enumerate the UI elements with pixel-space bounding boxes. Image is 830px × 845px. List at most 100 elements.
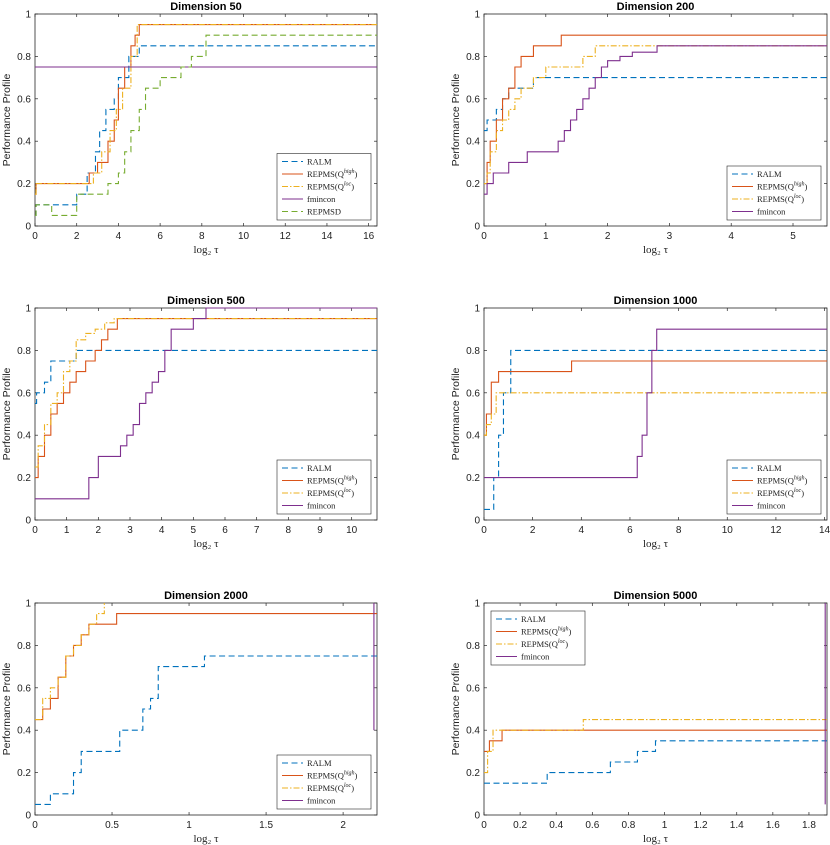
legend-entry: REPMS(Qloc): [757, 488, 804, 498]
chart-panel-3: 0 2 4 6 8 10 12 14 0 0.2 0.4 0.6 0.8 1 Dimension 1000 l…: [450, 295, 830, 550]
chart-title: Dimension 50: [170, 1, 242, 13]
legend-entry-label: RALM: [757, 169, 782, 179]
legend-entry-paren: ): [805, 476, 808, 486]
y-tick-label: 0.4: [466, 137, 480, 148]
x-tick-label: 14: [819, 525, 830, 536]
y-tick-label: 0.4: [466, 431, 480, 442]
x-tick-label: 0.5: [105, 820, 119, 831]
x-axis-label: log₂ τ: [193, 833, 219, 845]
series-line-ralm: [484, 740, 827, 784]
x-tick-label: 4: [159, 525, 165, 536]
legend-entry-superscript: loc: [344, 783, 352, 789]
x-tick-label: 0: [32, 820, 38, 831]
legend-entry-label: REPMS(Q: [307, 476, 344, 486]
y-tick-label: 0.2: [17, 179, 31, 190]
y-tick-label: 0.6: [466, 683, 480, 694]
y-tick-label: 0.4: [17, 726, 31, 737]
x-tick-label: 10: [238, 231, 250, 242]
legend-entry: fmincon: [521, 652, 550, 662]
y-tick-label: 0: [25, 811, 31, 822]
y-tick-label: 1: [474, 304, 480, 315]
legend-entry: REPMS(Qloc): [307, 182, 354, 192]
legend-entry: REPMS(Qhigh): [307, 476, 358, 486]
x-tick-label: 1: [543, 231, 549, 242]
legend-entry-label: REPMS(Q: [307, 488, 344, 498]
x-tick-label: 8: [676, 525, 682, 536]
x-tick-label: 8: [286, 525, 292, 536]
legend-entry-label: REPMS(Q: [521, 639, 558, 649]
legend-entry: fmincon: [307, 194, 336, 204]
legend-entry-label: RALM: [307, 463, 332, 473]
y-tick-label: 0: [474, 811, 480, 822]
x-axis-label: log₂ τ: [643, 244, 669, 256]
x-tick-label: 7: [254, 525, 260, 536]
chart-panel-0: 0 2 4 6 8 10 12 14 16 0 0.2 0.4 0.6 0.8 1 Dimension 50 l…: [1, 1, 378, 256]
x-tick-label: 6: [627, 525, 633, 536]
legend-entry-label: REPMS(Q: [307, 169, 344, 179]
x-tick-label: 0: [481, 820, 487, 831]
y-tick-label: 0.2: [466, 473, 480, 484]
legend-entry-label: fmincon: [307, 501, 336, 511]
legend-entry: REPMS(Qhigh): [757, 182, 808, 192]
x-tick-label: 3: [127, 525, 133, 536]
legend-entry: fmincon: [307, 796, 336, 806]
y-tick-label: 0.2: [466, 179, 480, 190]
x-tick-label: 0.8: [621, 820, 635, 831]
legend-entry-label: RALM: [307, 758, 332, 768]
chart-title: Dimension 2000: [164, 590, 248, 602]
x-axis-label: log₂ τ: [643, 538, 669, 550]
x-tick-label: 10: [722, 525, 734, 536]
x-tick-label: 1.8: [802, 820, 816, 831]
legend-entry-label: REPMS(Q: [307, 182, 344, 192]
x-tick-label: 0: [481, 231, 487, 242]
y-tick-label: 0: [25, 222, 31, 233]
legend-entry-label: RALM: [757, 463, 782, 473]
chart-title: Dimension 5000: [614, 590, 698, 602]
y-tick-label: 0.2: [17, 473, 31, 484]
legend-entry-label: fmincon: [307, 796, 336, 806]
legend-entry-paren: ): [355, 169, 358, 179]
y-axis-label: Performance Profile: [1, 73, 13, 166]
series-line-repms-loc: [35, 603, 105, 721]
legend-entry-superscript: high: [558, 627, 569, 633]
legend-entry-superscript: loc: [344, 488, 352, 494]
x-tick-label: 9: [317, 525, 323, 536]
legend-entry-superscript: loc: [794, 194, 802, 200]
y-tick-label: 0.4: [17, 137, 31, 148]
x-tick-label: 0: [32, 231, 38, 242]
legend-entry: RALM: [307, 157, 332, 167]
legend-entry-paren: ): [801, 194, 804, 204]
x-tick-label: 1.5: [259, 820, 273, 831]
y-tick-label: 0: [25, 516, 31, 527]
chart-panel-4: 0 0.5 1 1.5 2 0 0.2 0.4 0.6 0.8 1 Dimension 2000 log…: [1, 590, 378, 845]
chart-title: Dimension 500: [167, 295, 245, 307]
legend-box: [276, 153, 372, 221]
y-tick-label: 0: [474, 222, 480, 233]
chart-title: Dimension 200: [617, 1, 695, 13]
x-tick-label: 0: [481, 525, 487, 536]
y-tick-label: 0.8: [17, 52, 31, 63]
series-line-ralm: [35, 45, 377, 216]
legend-entry: REPMS(Qhigh): [757, 476, 808, 486]
legend-entry-label: fmincon: [307, 194, 336, 204]
series-line-fmincon: [484, 328, 827, 479]
legend-entry: REPMS(Qloc): [307, 783, 354, 793]
x-tick-label: 12: [280, 231, 292, 242]
legend-entry: REPMS(Qhigh): [307, 771, 358, 781]
y-tick-label: 1: [25, 599, 31, 610]
y-tick-label: 0.6: [17, 683, 31, 694]
x-axis-label: log₂ τ: [193, 244, 219, 256]
y-axis-label: Performance Profile: [450, 367, 462, 460]
legend-entry: RALM: [307, 758, 332, 768]
series-line-repms-loc: [35, 318, 377, 468]
legend-entry-superscript: loc: [794, 488, 802, 494]
legend-entry-label: REPMS(Q: [521, 627, 558, 637]
chart-panel-2: 0 1 2 3 4 5 6 7 8 9 10 0 0.2 0.4 0.6 0.8 1 Dimension 500 l…: [1, 295, 378, 550]
x-tick-label: 2: [96, 525, 102, 536]
legend-entry-superscript: high: [344, 476, 355, 482]
legend-entry: RALM: [757, 463, 782, 473]
y-tick-label: 0.8: [466, 346, 480, 357]
